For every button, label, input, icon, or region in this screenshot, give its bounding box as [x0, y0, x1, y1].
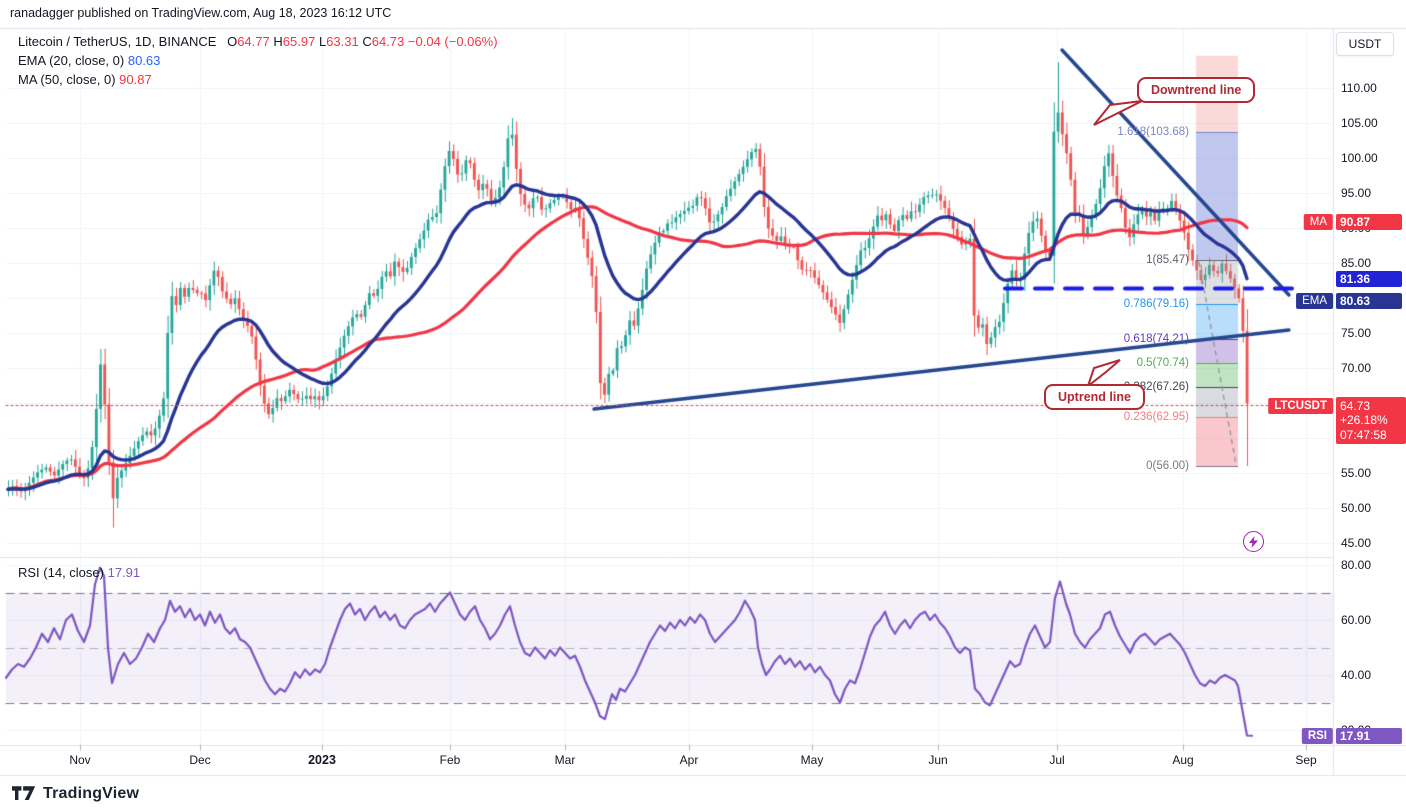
last-price-axis-badge: 64.73 +26.18% 07:47:58	[1336, 396, 1406, 445]
rsi-axis-tag: RSI	[1301, 727, 1333, 744]
price-axis-tick-110.00: 110.00	[1341, 81, 1377, 95]
time-axis-label-Mar[interactable]: Mar	[554, 753, 576, 767]
ema-axis-badge: 80.63	[1336, 293, 1402, 310]
price-axis-tick-50.00: 50.00	[1341, 501, 1372, 515]
rsi-value: 17.91	[107, 565, 141, 580]
fib-level-label-0.786[interactable]: 0.786(79.16)	[1123, 297, 1189, 310]
price-line-axis-badge: 81.36	[1336, 271, 1402, 288]
legend-ema-row[interactable]: EMA (20, close, 0) 80.63	[18, 53, 161, 68]
ma-value: 90.87	[119, 72, 152, 87]
time-axis-label-Dec[interactable]: Dec	[189, 753, 211, 767]
tradingview-logo-icon	[12, 786, 36, 800]
legend-symbol-row: Litecoin / TetherUS, 1D, BINANCE O64.77 …	[18, 32, 498, 51]
last-price-change: +26.18%	[1340, 413, 1388, 428]
time-axis-label-Jul[interactable]: Jul	[1049, 753, 1065, 767]
price-axis-tick-95.00: 95.00	[1341, 186, 1372, 200]
time-axis-label-Apr[interactable]: Apr	[679, 753, 699, 767]
ma-axis-tag: MA	[1303, 213, 1333, 230]
tradingview-logo[interactable]: TradingView	[12, 785, 139, 803]
ohlc-high: H65.97	[273, 34, 316, 49]
fib-level-label-1[interactable]: 1(85.47)	[1146, 253, 1189, 266]
symbol-axis-tag: LTCUSDT	[1268, 397, 1333, 414]
time-axis-label-Sep[interactable]: Sep	[1295, 753, 1317, 767]
rsi-axis-tick-80.00: 80.00	[1341, 558, 1372, 572]
downtrend-callout-tail	[1093, 100, 1143, 126]
publish-attribution: ranadagger published on TradingView.com,…	[10, 6, 392, 20]
ema-axis-tag: EMA	[1296, 293, 1333, 310]
tradingview-brand-text: TradingView	[43, 785, 140, 802]
lightning-bolt-glyph	[1249, 535, 1258, 548]
rsi-axis-badge: 17.91	[1336, 727, 1402, 744]
price-axis-tick-70.00: 70.00	[1341, 361, 1372, 375]
time-axis-label-Feb[interactable]: Feb	[439, 753, 461, 767]
ohlc-open: O64.77	[227, 34, 270, 49]
lightning-icon[interactable]	[1243, 531, 1264, 552]
rsi-axis-tick-60.00: 60.00	[1341, 613, 1372, 627]
last-price-value: 64.73	[1340, 398, 1371, 413]
rsi-axis-tick-40.00: 40.00	[1341, 668, 1372, 682]
uptrend-line-callout[interactable]: Uptrend line	[1044, 384, 1145, 410]
symbol-title[interactable]: Litecoin / TetherUS, 1D, BINANCE	[18, 34, 217, 49]
ohlc-low: L63.31	[318, 34, 359, 49]
fib-level-label-1.618[interactable]: 1.618(103.68)	[1117, 126, 1189, 139]
legend-ma-row[interactable]: MA (50, close, 0) 90.87	[18, 72, 152, 87]
rsi-legend[interactable]: RSI (14, close) 17.91	[18, 565, 141, 580]
price-axis-tick-105.00: 105.00	[1341, 116, 1378, 130]
change-label: −0.04 (−0.06%)	[407, 34, 498, 49]
ema-value: 80.63	[127, 53, 161, 68]
time-axis-label-Nov[interactable]: Nov	[69, 753, 91, 767]
ohlc-close: C64.73	[362, 34, 405, 49]
price-axis-tick-85.00: 85.00	[1341, 256, 1372, 270]
ma-axis-badge: 90.87	[1336, 213, 1402, 230]
time-axis-label-Jun[interactable]: Jun	[928, 753, 948, 767]
fib-level-label-0.618[interactable]: 0.618(74.21)	[1123, 332, 1189, 345]
price-axis-tick-55.00: 55.00	[1341, 466, 1372, 480]
chart-legend: Litecoin / TetherUS, 1D, BINANCE O64.77 …	[18, 32, 498, 89]
fib-level-label-0[interactable]: 0(56.00)	[1146, 460, 1189, 472]
time-axis-label-May[interactable]: May	[800, 753, 824, 767]
downtrend-line-callout[interactable]: Downtrend line	[1137, 77, 1256, 103]
price-axis-tick-100.00: 100.00	[1341, 151, 1378, 165]
time-axis-label-2023[interactable]: 2023	[308, 753, 336, 767]
currency-usdt-button[interactable]: USDT	[1336, 32, 1394, 56]
price-axis-tick-75.00: 75.00	[1341, 326, 1372, 340]
bar-countdown: 07:47:58	[1340, 427, 1387, 442]
time-axis-label-Aug[interactable]: Aug	[1172, 753, 1194, 767]
fib-level-label-0.5[interactable]: 0.5(70.74)	[1136, 356, 1189, 369]
fib-level-label-0.236[interactable]: 0.236(62.95)	[1123, 411, 1189, 424]
price-axis-tick-45.00: 45.00	[1341, 536, 1372, 550]
